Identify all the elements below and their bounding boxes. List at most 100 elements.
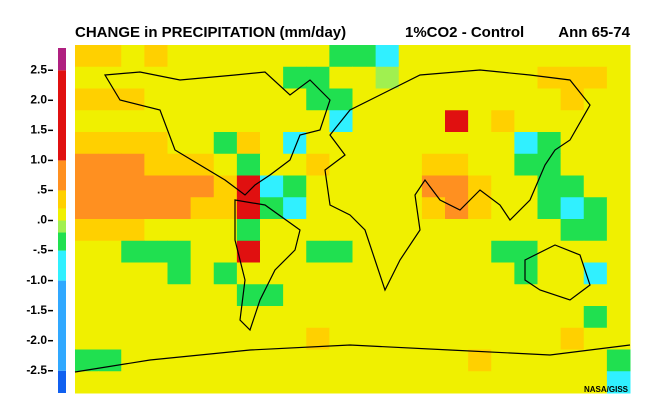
- map-cell: [421, 132, 446, 155]
- map-cell: [190, 110, 215, 133]
- map-cell: [560, 262, 585, 285]
- map-cell: [445, 371, 469, 394]
- map-cell: [468, 306, 492, 329]
- map-cell: [352, 262, 377, 285]
- map-cell: [375, 327, 400, 350]
- map-cell: [283, 110, 307, 133]
- map-cell: [167, 284, 192, 307]
- map-cell: [491, 219, 515, 242]
- map-cell: [468, 371, 492, 394]
- map-cell: [167, 132, 192, 155]
- map-cell: [606, 175, 631, 198]
- map-cell: [75, 45, 99, 68]
- map-cell: [283, 284, 307, 307]
- map-cell: [352, 327, 377, 350]
- map-cell: [167, 66, 192, 89]
- map-cell: [375, 66, 400, 89]
- map-cell: [236, 219, 261, 242]
- map-cell: [121, 240, 145, 263]
- map-cell: [421, 66, 446, 89]
- map-cell: [514, 284, 538, 307]
- map-cell: [560, 327, 585, 350]
- tick-label: -1.5: [26, 303, 47, 317]
- map-cell: [352, 66, 377, 89]
- map-cell: [260, 262, 284, 285]
- map-cell: [98, 327, 122, 350]
- map-cell: [283, 45, 307, 68]
- map-cell: [236, 45, 261, 68]
- map-cell: [190, 219, 215, 242]
- map-cell: [375, 197, 400, 220]
- map-cell: [352, 175, 377, 198]
- map-cell: [260, 327, 284, 350]
- map-cell: [283, 219, 307, 242]
- map-cell: [75, 219, 99, 242]
- map-cell: [537, 349, 562, 372]
- map-cell: [213, 197, 238, 220]
- map-cell: [329, 306, 353, 329]
- map-cell: [606, 306, 631, 329]
- map-cell: [75, 306, 99, 329]
- map-cell: [144, 306, 168, 329]
- map-cell: [398, 88, 423, 111]
- map-cell: [75, 110, 99, 133]
- map-cell: [352, 132, 377, 155]
- map-cell: [306, 132, 330, 155]
- map-cell: [468, 88, 492, 111]
- map-cell: [375, 306, 400, 329]
- map-cell: [583, 240, 608, 263]
- map-cell: [260, 306, 284, 329]
- map-cell: [121, 219, 145, 242]
- map-cell: [537, 88, 562, 111]
- map-cell: [167, 110, 192, 133]
- map-cell: [421, 88, 446, 111]
- map-cell: [121, 110, 145, 133]
- map-cell: [375, 132, 400, 155]
- tick-label: -2.0: [26, 333, 47, 347]
- map-cell: [236, 132, 261, 155]
- tick-label: 1.0: [30, 153, 47, 167]
- map-cell: [213, 153, 238, 176]
- colorbar-segment: [58, 280, 66, 371]
- map-cell: [121, 327, 145, 350]
- map-cell: [537, 284, 562, 307]
- map-cell: [537, 197, 562, 220]
- map-cell: [213, 349, 238, 372]
- coastline: [103, 71, 331, 196]
- map-cell: [98, 197, 122, 220]
- map-cell: [167, 175, 192, 198]
- map-cell: [121, 371, 145, 394]
- map-cell: [537, 306, 562, 329]
- map-cell: [283, 66, 307, 89]
- map-cell: [144, 349, 168, 372]
- map-cell: [306, 219, 330, 242]
- map-cell: [121, 153, 145, 176]
- map-cell: [98, 371, 122, 394]
- map-cell: [329, 197, 353, 220]
- map-cell: [121, 306, 145, 329]
- map-cell: [398, 327, 423, 350]
- map-cell: [98, 240, 122, 263]
- map-cell: [468, 45, 492, 68]
- map-cell: [306, 66, 330, 89]
- map-cell: [260, 132, 284, 155]
- map-cell: [329, 66, 353, 89]
- map-cell: [75, 262, 99, 285]
- map-cell: [421, 175, 446, 198]
- map-cell: [537, 262, 562, 285]
- map-cell: [144, 262, 168, 285]
- map-cell: [583, 132, 608, 155]
- map-cell: [606, 240, 631, 263]
- colorbar-segment: [58, 160, 66, 191]
- map-cell: [236, 240, 261, 263]
- map-cell: [491, 284, 515, 307]
- map-cell: [352, 371, 377, 394]
- map-cell: [537, 240, 562, 263]
- map-cell: [606, 349, 631, 372]
- map-cell: [537, 327, 562, 350]
- map-cell: [583, 197, 608, 220]
- map-cell: [560, 219, 585, 242]
- map-cell: [491, 371, 515, 394]
- map-cell: [468, 132, 492, 155]
